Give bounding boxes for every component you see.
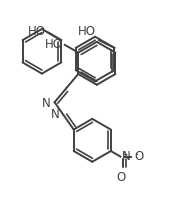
Text: O: O: [117, 171, 126, 184]
Text: -: -: [136, 150, 139, 159]
Text: HO: HO: [78, 25, 96, 38]
Text: +: +: [121, 150, 128, 159]
Text: O: O: [134, 150, 143, 163]
Text: HO: HO: [45, 38, 63, 51]
Text: N: N: [42, 97, 50, 110]
Text: N: N: [50, 108, 59, 120]
Text: HO: HO: [28, 25, 46, 38]
Text: N: N: [121, 150, 130, 163]
